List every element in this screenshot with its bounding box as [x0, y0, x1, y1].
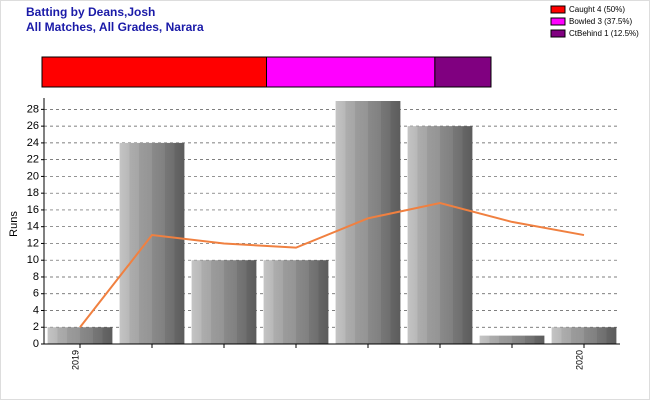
y-tick-label: 24 — [27, 137, 39, 149]
legend-swatch — [550, 5, 566, 14]
bar — [335, 101, 401, 344]
stacked-segment — [434, 56, 492, 88]
y-tick-label: 12 — [27, 237, 39, 249]
legend-label: Caught 4 (50%) — [569, 5, 625, 14]
stacked-segment — [41, 56, 267, 88]
y-tick-label: 14 — [27, 221, 39, 233]
x-tick-label: 2020 — [574, 350, 584, 370]
bar — [119, 142, 185, 344]
chart-title: Batting by Deans,Josh — [26, 5, 155, 19]
chart-subtitle: All Matches, All Grades, Narara — [26, 20, 204, 34]
bar — [407, 126, 473, 344]
x-tick-label: 2019 — [70, 350, 80, 370]
y-tick-label: 16 — [27, 204, 39, 216]
stacked-segment — [266, 56, 436, 88]
bar — [47, 327, 113, 344]
y-tick-label: 28 — [27, 103, 39, 115]
y-tick-label: 2 — [33, 321, 39, 333]
line — [79, 201, 585, 328]
y-tick-label: 26 — [27, 120, 39, 132]
bar — [479, 335, 545, 344]
y-tick-label: 22 — [27, 154, 39, 166]
y-tick-label: 10 — [27, 254, 39, 266]
bar — [191, 260, 257, 344]
y-tick-label: 18 — [27, 187, 39, 199]
legend-swatch — [550, 29, 566, 38]
bar — [263, 260, 329, 344]
bar — [551, 327, 617, 344]
y-axis-label: Runs — [8, 211, 20, 237]
y-tick-label: 4 — [33, 304, 39, 316]
y-tick-label: 0 — [33, 338, 39, 350]
y-tick-label: 6 — [33, 288, 39, 300]
y-tick-label: 20 — [27, 170, 39, 182]
legend-label: CtBehind 1 (12.5%) — [569, 29, 639, 38]
y-tick-label: 8 — [33, 271, 39, 283]
legend-label: Bowled 3 (37.5%) — [569, 17, 632, 26]
legend-swatch — [550, 17, 566, 26]
